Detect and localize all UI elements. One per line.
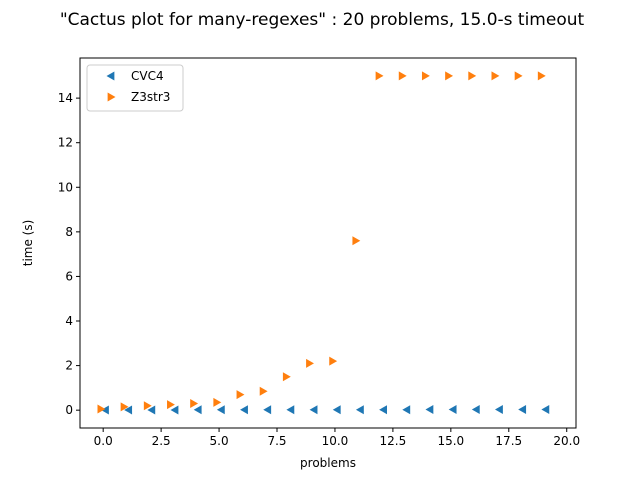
z3str3-point — [143, 401, 152, 411]
cvc4-point — [170, 405, 179, 415]
z3str3-point — [329, 356, 338, 366]
cvc4-point — [124, 405, 133, 415]
legend-marker-cvc4 — [106, 71, 115, 81]
y-tick-label: 8 — [65, 225, 73, 239]
z3str3-point — [120, 402, 129, 412]
z3str3-point — [491, 71, 500, 81]
y-axis-ticks: 0 2 4 6 8 10 12 14 — [58, 91, 80, 417]
cvc4-point — [216, 405, 225, 415]
legend-label-z3str3: Z3str3 — [131, 90, 170, 104]
cvc4-point — [286, 405, 295, 415]
legend: CVC4 Z3str3 — [86, 64, 184, 112]
cvc4-point — [495, 405, 503, 414]
z3str3-point — [375, 71, 384, 81]
x-axis-label: problems — [300, 456, 356, 470]
z3str3-point — [514, 71, 523, 81]
y-tick-label: 0 — [65, 403, 73, 417]
y-tick-label: 6 — [65, 269, 73, 283]
cvc4-point — [193, 405, 202, 415]
x-tick-label: 15.0 — [437, 434, 464, 448]
z3str3-point — [190, 398, 199, 408]
z3str3-point — [259, 386, 268, 396]
cvc4-point — [379, 405, 388, 415]
z3str3-point — [421, 71, 430, 81]
x-axis-ticks: 0.0 2.5 5.0 7.5 10.0 12.5 15.0 17.5 20.0 — [94, 428, 580, 448]
z3str3-point — [167, 400, 175, 410]
chart-title: "Cactus plot for many-regexes" : 20 prob… — [60, 10, 585, 30]
legend-label-cvc4: CVC4 — [131, 69, 164, 83]
x-tick-label: 0.0 — [94, 434, 113, 448]
cvc4-point — [541, 405, 550, 414]
x-tick-label: 7.5 — [267, 434, 286, 448]
cvc4-point — [402, 405, 411, 415]
z3str3-point — [282, 372, 291, 382]
cvc4-point — [355, 405, 364, 415]
cvc4-point — [100, 405, 109, 415]
cvc4-point — [518, 405, 527, 414]
z3str3-point — [213, 397, 222, 407]
cvc4-point — [309, 405, 318, 415]
cvc4-point — [263, 405, 272, 415]
z3str3-point — [468, 71, 477, 81]
z3str3-point — [236, 390, 245, 400]
cvc4-point — [147, 405, 156, 415]
y-tick-label: 4 — [65, 314, 73, 328]
x-tick-label: 20.0 — [553, 434, 580, 448]
z3str3-point — [306, 358, 314, 368]
cvc4-point — [448, 405, 457, 414]
z3str3-point — [97, 404, 106, 414]
z3str3-point — [352, 236, 361, 246]
cvc4-point — [425, 405, 434, 414]
z3str3-point — [537, 71, 546, 81]
x-tick-label: 2.5 — [152, 434, 171, 448]
cvc4-point — [332, 405, 341, 415]
legend-marker-z3str3 — [107, 92, 116, 102]
y-tick-label: 2 — [65, 359, 73, 373]
data-markers — [97, 71, 550, 415]
x-tick-label: 12.5 — [380, 434, 407, 448]
x-tick-label: 17.5 — [495, 434, 522, 448]
y-tick-label: 10 — [58, 180, 73, 194]
y-axis-label: time (s) — [21, 220, 35, 267]
cvc4-point — [471, 405, 480, 414]
z3str3-point — [398, 71, 407, 81]
plot-frame — [79, 57, 577, 429]
x-tick-label: 5.0 — [210, 434, 229, 448]
y-tick-label: 12 — [58, 136, 73, 150]
z3str3-point — [445, 71, 454, 81]
cvc4-point — [240, 405, 248, 415]
y-tick-label: 14 — [58, 91, 73, 105]
x-tick-label: 10.0 — [322, 434, 349, 448]
